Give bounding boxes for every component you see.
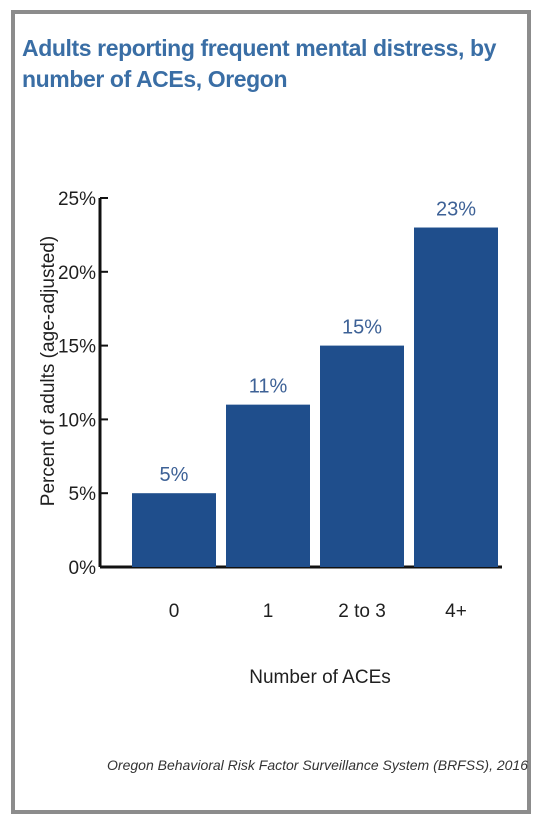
bar xyxy=(226,404,310,567)
y-tick-label: 0% xyxy=(69,558,97,579)
x-tick-label: 0 xyxy=(169,601,180,622)
y-tick-label: 5% xyxy=(69,484,97,505)
y-tick-label: 15% xyxy=(58,337,96,358)
bar xyxy=(320,345,404,567)
x-tick-label: 2 to 3 xyxy=(338,601,386,622)
x-axis-label: Number of ACEs xyxy=(249,667,391,688)
data-label: 11% xyxy=(249,376,288,398)
x-tick-label: 4+ xyxy=(445,601,467,622)
chart-title: Adults reporting frequent mental distres… xyxy=(22,35,497,92)
data-label: 15% xyxy=(342,317,382,339)
data-label: 5% xyxy=(160,464,189,486)
x-tick-label: 1 xyxy=(263,601,274,622)
data-label: 23% xyxy=(436,199,476,221)
source-note: Oregon Behavioral Risk Factor Surveillan… xyxy=(107,757,528,773)
y-tick-label: 25% xyxy=(58,189,96,210)
bar xyxy=(414,227,498,567)
y-tick-label: 10% xyxy=(58,410,96,431)
y-axis-label: Percent of adults (age-adjusted) xyxy=(38,236,59,506)
y-tick-label: 20% xyxy=(58,263,96,284)
bar xyxy=(132,493,216,567)
